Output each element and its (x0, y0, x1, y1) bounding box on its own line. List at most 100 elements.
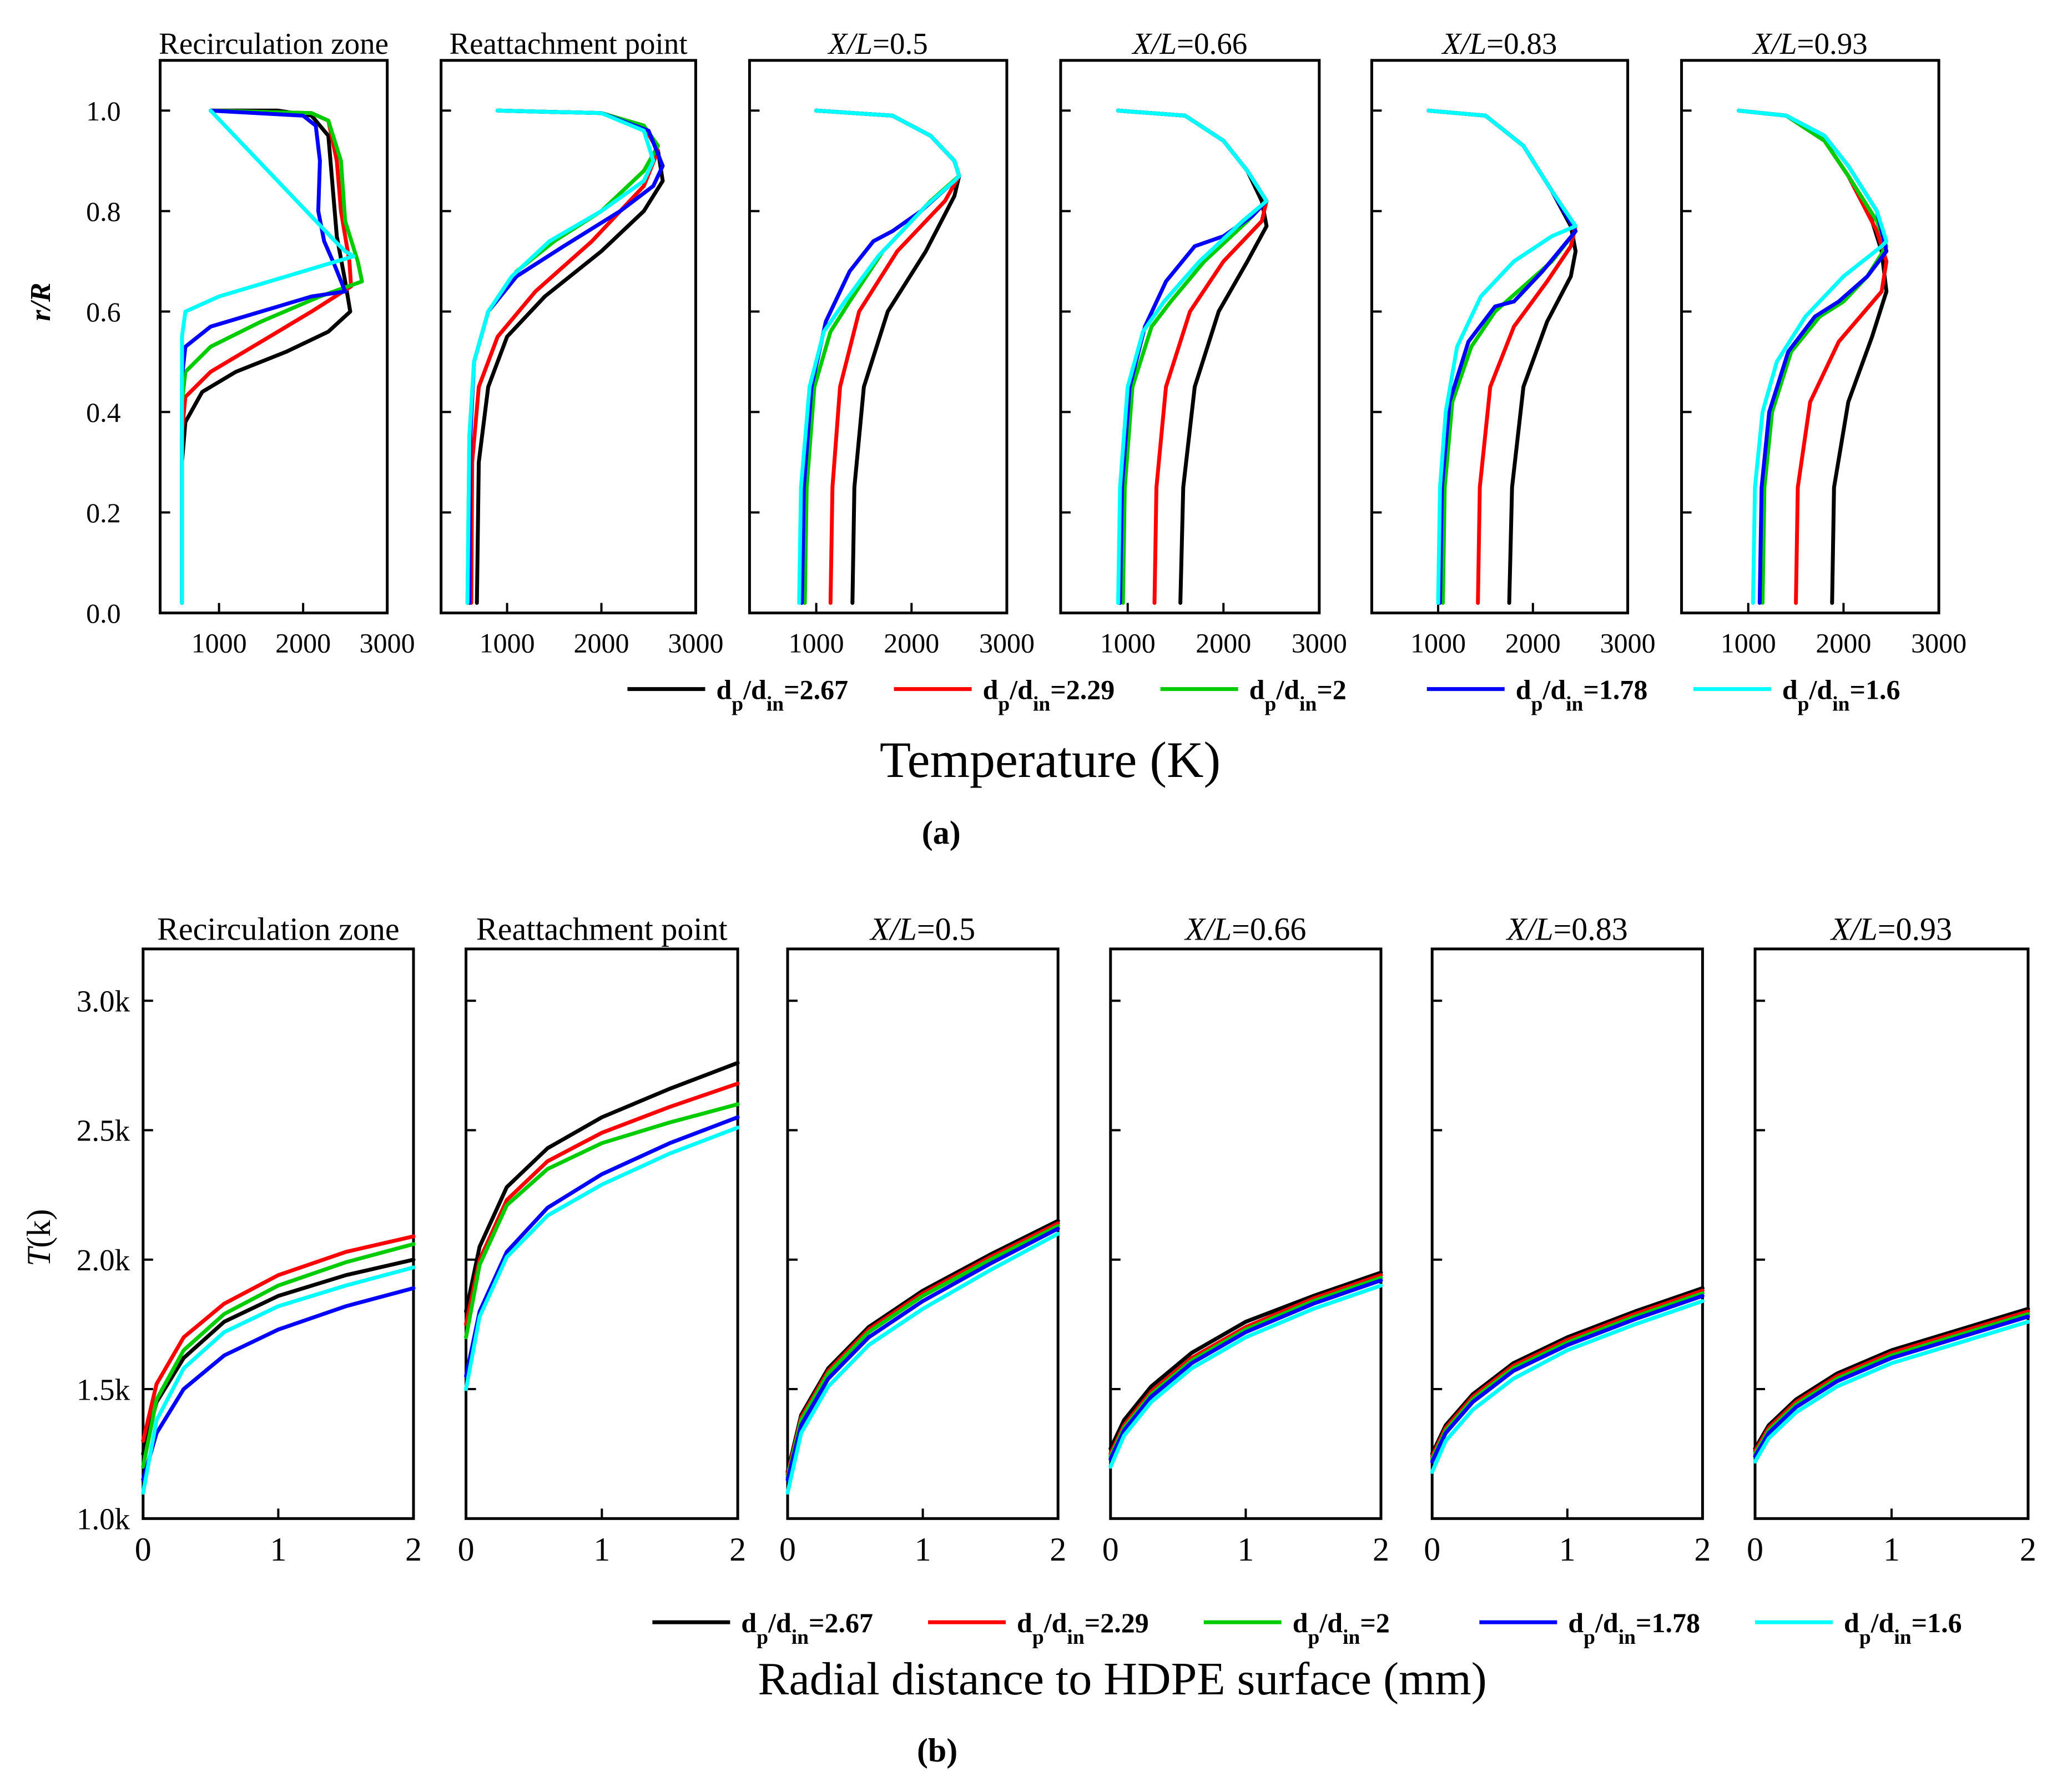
x-tick-label: 1000 (789, 627, 844, 658)
series-line-dp-din-2.29 (180, 108, 353, 605)
legend-label: dp/din=2.29 (1017, 1607, 1149, 1649)
series-line-dp-din-2.67 (464, 1061, 740, 1314)
panel-label: (b) (917, 1732, 957, 1769)
x-tick-label: 2 (1373, 1531, 1389, 1568)
series-line-dp-din-2.67 (814, 108, 961, 605)
series-line-dp-din-2.29 (785, 1221, 1060, 1477)
x-tick-label: 1 (1883, 1531, 1900, 1568)
x-axis-title: Temperature (K) (880, 731, 1221, 788)
series-line-dp-din-2.29 (1426, 108, 1578, 605)
series-line-dp-din-2.67 (475, 108, 665, 605)
legend-label: dp/din=1.78 (1516, 674, 1648, 716)
x-tick-label: 2 (2020, 1531, 2036, 1568)
series-line-dp-din-2.29 (1108, 1273, 1383, 1456)
series-line-dp-din-2 (464, 1102, 740, 1340)
subplot-title: Reattachment point (476, 911, 728, 947)
x-tick-label: 3000 (1292, 627, 1347, 658)
plot-frame (1109, 947, 1383, 1520)
series-line-dp-din-2.29 (464, 1082, 740, 1326)
series-line-dp-din-1.6 (465, 108, 656, 605)
x-tick-label: 0 (1424, 1531, 1440, 1568)
series-line-dp-din-2 (1108, 1275, 1383, 1458)
legend-label: dp/din=2 (1249, 674, 1347, 716)
panel-label: (a) (922, 815, 961, 851)
x-tick-label: 1 (915, 1531, 931, 1568)
x-tick-label: 1 (1237, 1531, 1254, 1568)
y-tick-label: 0.2 (86, 497, 121, 528)
y-tick-label: 0.0 (86, 598, 121, 629)
plot-frame (1753, 947, 2030, 1520)
subplot-title: X/L=0.5 (869, 911, 975, 947)
subplot-title: X/L=0.93 (1752, 27, 1868, 60)
x-tick-label: 2000 (1505, 627, 1561, 658)
plot-frame (1680, 59, 1940, 614)
x-tick-label: 1 (1559, 1531, 1576, 1568)
x-axis-title: Radial distance to HDPE surface (mm) (758, 1653, 1486, 1705)
series-line-dp-din-2 (141, 1242, 416, 1469)
subplot-1: Recirculation zone 1000 2000 3000 0.0 0.2 0.4 0… (86, 27, 415, 658)
x-tick-label: 2000 (275, 627, 331, 658)
series-line-dp-din-1.6 (1753, 1320, 2030, 1464)
subplot-3: X/L=0.5 1000 2000 3000 (748, 27, 1035, 658)
x-tick-label: 3000 (668, 627, 723, 658)
plot-frame (142, 947, 415, 1520)
series-line-dp-din-2.67 (180, 108, 352, 605)
subplot-title: X/L=0.66 (1131, 27, 1247, 60)
subplot-title: X/L=0.66 (1184, 911, 1306, 947)
subplot-title: X/L=0.83 (1506, 911, 1628, 947)
series-line-dp-din-1.6 (1108, 1283, 1383, 1469)
legend-label: dp/din=2.29 (983, 674, 1115, 716)
series-line-dp-din-1.78 (1430, 1294, 1705, 1464)
legend-label: dp/din=1.78 (1568, 1607, 1700, 1649)
subplot-3: X/L=0.5 0 1 2 (779, 911, 1066, 1568)
series-line-dp-din-1.6 (1426, 108, 1578, 605)
x-tick-label: 1 (270, 1531, 286, 1568)
y-tick-label: 1.5k (77, 1372, 130, 1406)
subplot-title: Reattachment point (449, 27, 687, 60)
x-tick-label: 2 (1694, 1531, 1711, 1568)
series-line-dp-din-2.29 (814, 108, 961, 605)
series-line-dp-din-1.6 (785, 1231, 1060, 1495)
x-tick-label: 0 (779, 1531, 796, 1568)
subplot-6: X/L=0.93 1000 2000 3000 (1680, 27, 1967, 658)
x-tick-label: 1000 (1721, 627, 1776, 658)
subplot-title: X/L=0.5 (828, 27, 928, 60)
legend: dp/din=2.67 dp/din=2.29 dp/din=2 dp/din=1.7… (652, 1607, 1962, 1649)
x-tick-label: 0 (1747, 1531, 1763, 1568)
y-axis-title: r/R (25, 282, 57, 321)
legend: dp/din=2.67 dp/din=2.29 dp/din=2 dp/din=1.7… (627, 674, 1900, 716)
subplot-5: X/L=0.83 1000 2000 3000 (1370, 27, 1656, 658)
series-line-dp-din-2 (465, 108, 660, 605)
y-axis-title: T(k) (21, 1209, 57, 1266)
subplot-4: X/L=0.66 0 1 2 (1102, 911, 1389, 1568)
series-line-dp-din-1.6 (797, 108, 961, 605)
series-line-dp-din-1.6 (464, 1125, 740, 1391)
series-line-dp-din-2 (803, 108, 961, 605)
x-tick-label: 1 (593, 1531, 610, 1568)
series-line-dp-din-1.78 (1753, 1314, 2030, 1458)
series-line-dp-din-1.6 (180, 108, 356, 605)
subplot-title: X/L=0.93 (1830, 911, 1952, 947)
series-line-dp-din-1.78 (180, 108, 347, 605)
series-line-dp-din-2 (180, 108, 364, 605)
panel-a: Recirculation zone 1000 2000 3000 0.0 0.2 0.4 0… (25, 27, 1967, 851)
subplot-title: Recirculation zone (159, 27, 389, 60)
subplot-2: Reattachment point 1000 2000 3000 (440, 27, 723, 658)
x-tick-label: 2000 (884, 627, 939, 658)
plot-frame (465, 947, 739, 1520)
x-tick-label: 2 (729, 1531, 746, 1568)
y-tick-label: 3.0k (77, 984, 130, 1018)
legend-label: dp/din=2.67 (741, 1607, 873, 1649)
x-tick-label: 1000 (191, 627, 247, 658)
plot-frame (1430, 947, 1704, 1520)
series-line-dp-din-2.67 (1430, 1286, 1705, 1456)
x-tick-label: 0 (1102, 1531, 1119, 1568)
y-tick-label: 0.8 (86, 196, 121, 227)
x-tick-label: 3000 (979, 627, 1035, 658)
plot-frame (1059, 59, 1321, 614)
x-tick-label: 2 (1050, 1531, 1066, 1568)
series-line-dp-din-1.78 (800, 108, 961, 605)
series-line-dp-din-2 (1430, 1291, 1705, 1461)
